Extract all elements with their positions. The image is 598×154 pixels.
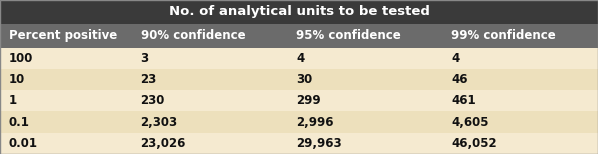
Text: 230: 230 (141, 94, 165, 107)
Bar (0, 0, 598, 24)
Text: 4,605: 4,605 (451, 116, 489, 129)
Bar (0, 133, 598, 154)
Text: 2,996: 2,996 (296, 116, 334, 129)
Text: 99% confidence: 99% confidence (451, 29, 556, 42)
Text: 461: 461 (451, 94, 476, 107)
Text: 29,963: 29,963 (296, 137, 341, 150)
Text: Percent positive: Percent positive (9, 29, 117, 42)
Text: 299: 299 (296, 94, 321, 107)
Text: 1: 1 (9, 94, 17, 107)
Bar (0, 69, 598, 90)
Text: 0.1: 0.1 (9, 116, 30, 129)
Bar (0, 24, 598, 48)
Text: 3: 3 (141, 52, 149, 65)
Text: 90% confidence: 90% confidence (141, 29, 245, 42)
Bar (0, 111, 598, 133)
Text: 0.01: 0.01 (9, 137, 38, 150)
Text: 23: 23 (141, 73, 157, 86)
Bar (0, 90, 598, 111)
Text: No. of analytical units to be tested: No. of analytical units to be tested (169, 5, 429, 18)
Text: 95% confidence: 95% confidence (296, 29, 401, 42)
Bar (0, 48, 598, 69)
Text: 46,052: 46,052 (451, 137, 497, 150)
Text: 30: 30 (296, 73, 312, 86)
Text: 4: 4 (296, 52, 304, 65)
Text: 46: 46 (451, 73, 468, 86)
Text: 10: 10 (9, 73, 25, 86)
Text: 23,026: 23,026 (141, 137, 186, 150)
Text: 2,303: 2,303 (141, 116, 178, 129)
Text: 100: 100 (9, 52, 33, 65)
Text: 4: 4 (451, 52, 460, 65)
